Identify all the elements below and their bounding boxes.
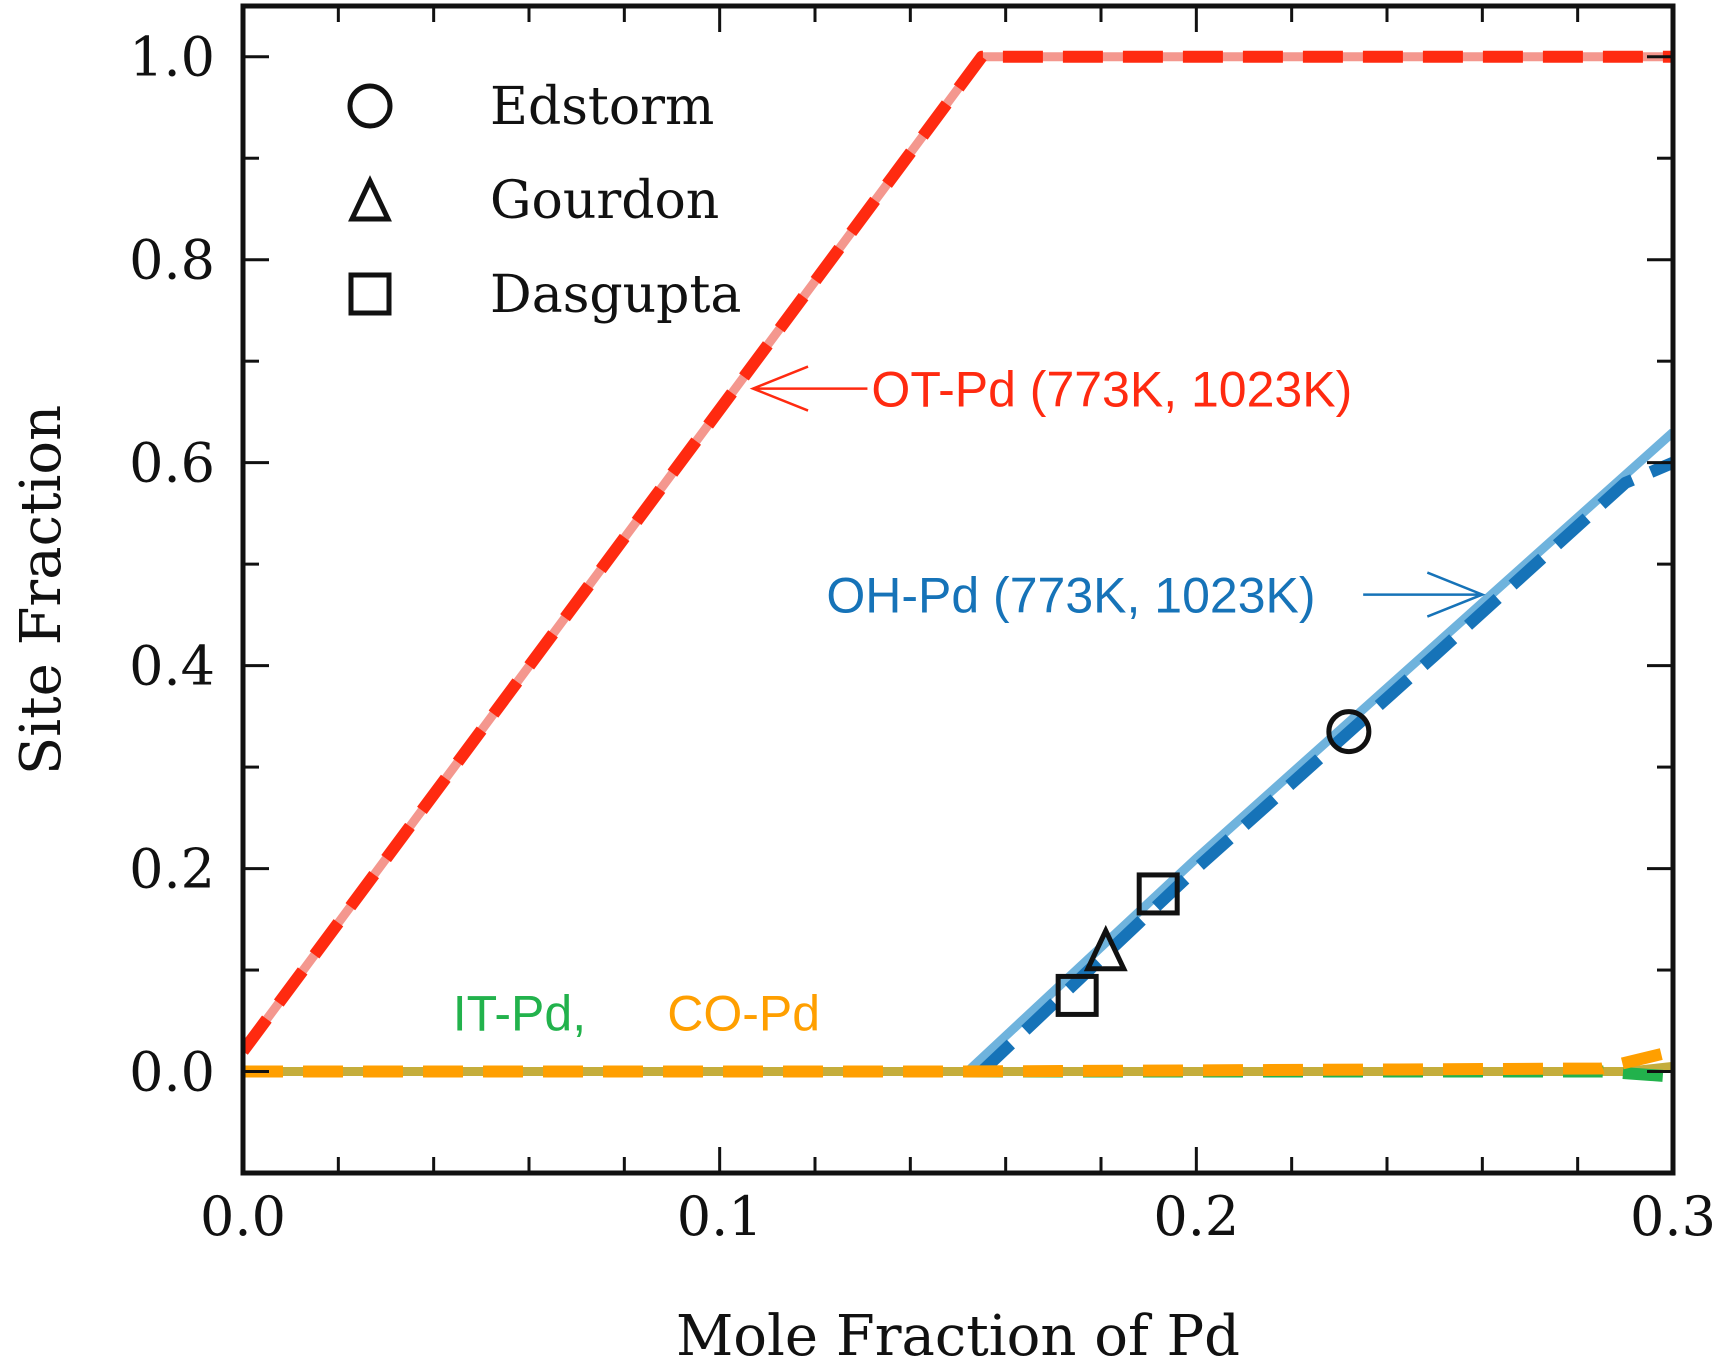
series-layer <box>243 50 1673 1083</box>
data-point-edstorm <box>1326 709 1372 755</box>
co-pd-label: CO-Pd <box>667 986 820 1042</box>
legend-marker-edstorm <box>347 83 393 129</box>
series-line-ot-1023 <box>243 50 1673 1055</box>
x-tick-label: 0.0 <box>200 1185 286 1248</box>
tick-labels: 0.0 0.1 0.2 0.3 0.0 0.2 0.4 0.6 0.8 1.0 <box>129 26 1716 1248</box>
legend-label-dasgupta: Dasgupta <box>490 265 741 325</box>
series-line-co-1023 <box>243 1045 1673 1078</box>
it-pd-label: IT-Pd, <box>453 986 586 1042</box>
legend-label-edstorm: Edstorm <box>490 77 714 137</box>
series-line-oh-773 <box>964 428 1673 1075</box>
plot-frame <box>240 3 1676 1176</box>
y-tick-label: 1.0 <box>129 26 215 89</box>
points-layer <box>1055 709 1372 1017</box>
legend-marker-dasgupta <box>348 272 392 316</box>
y-tick-label: 0.4 <box>129 635 215 698</box>
oh-pd-label: OH-Pd (773K, 1023K) <box>826 568 1315 624</box>
y-tick-label: 0.6 <box>129 432 215 495</box>
x-tick-label: 0.2 <box>1153 1185 1239 1248</box>
data-point-gourdon <box>1083 924 1128 972</box>
x-tick-label: 0.3 <box>1630 1185 1716 1248</box>
legend-label-gourdon: Gourdon <box>490 171 719 231</box>
annotations: OT-Pd (773K, 1023K) OH-Pd (773K, 1023K) IT… <box>453 362 1486 1042</box>
data-point-dasgupta <box>1136 872 1180 916</box>
x-axis-title: Mole Fraction of Pd <box>676 1304 1240 1364</box>
y-tick-label: 0.0 <box>129 1041 215 1104</box>
ot-pd-arrow <box>749 365 868 412</box>
legend-marker-gourdon <box>348 175 392 222</box>
y-tick-label: 0.2 <box>129 838 215 901</box>
y-axis-title: Site Fraction <box>9 405 74 775</box>
series-line-ot-773 <box>243 52 1673 1054</box>
ot-pd-label: OT-Pd (773K, 1023K) <box>871 362 1352 418</box>
oh-pd-arrow <box>1363 571 1486 618</box>
y-tick-label: 0.8 <box>129 229 215 292</box>
legend: Edstorm Gourdon Dasgupta <box>347 77 741 325</box>
data-point-dasgupta <box>1055 973 1099 1017</box>
x-tick-label: 0.1 <box>677 1185 763 1248</box>
series-line-oh-1023 <box>977 457 1673 1076</box>
